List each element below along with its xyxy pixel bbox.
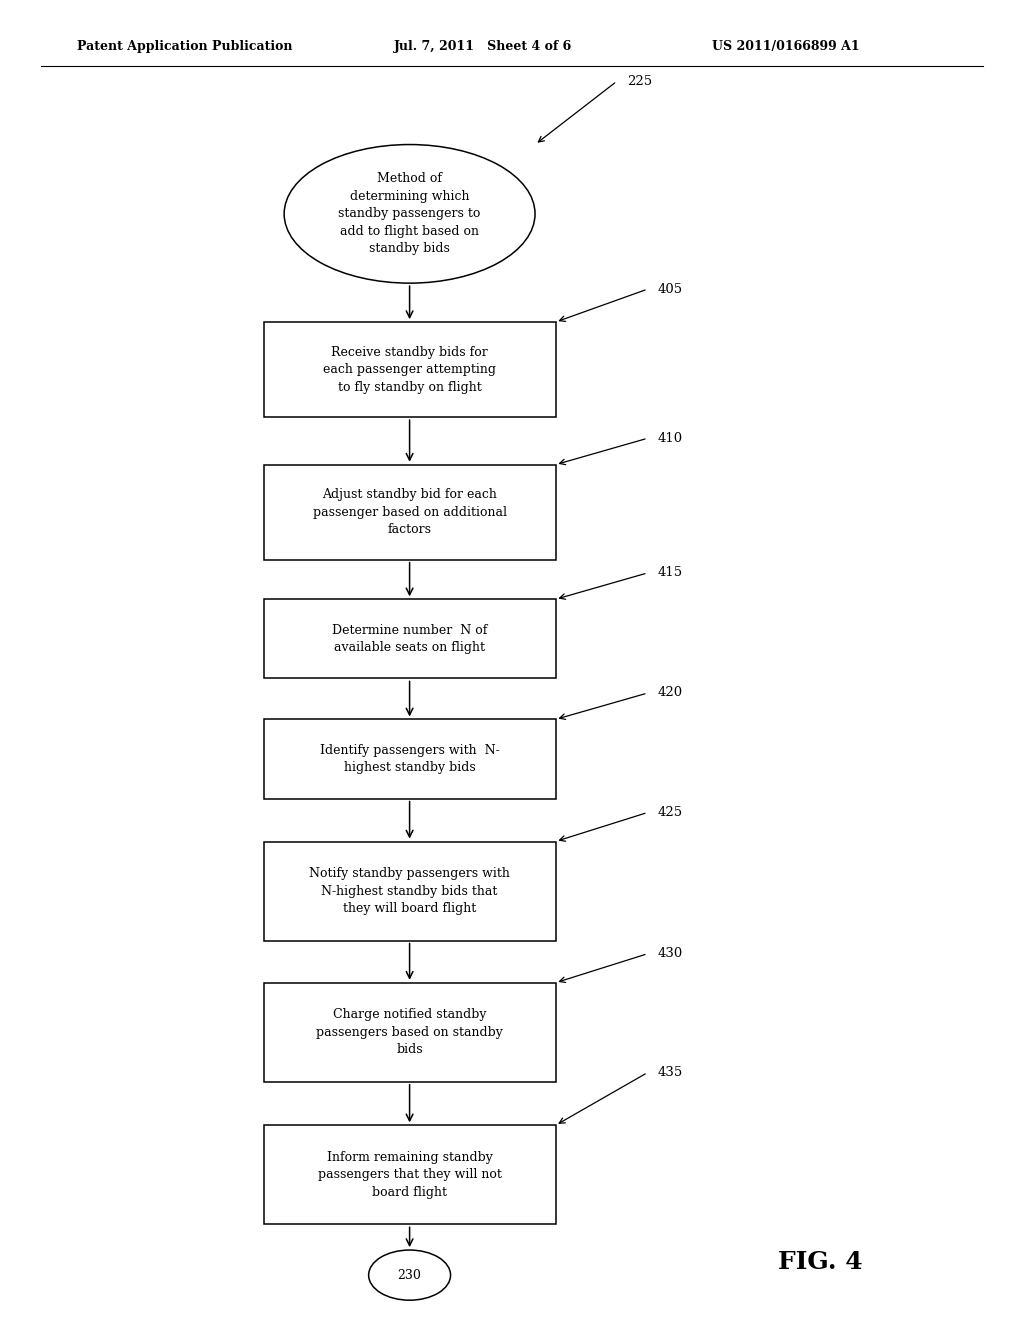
- Text: Identify passengers with  N-
highest standby bids: Identify passengers with N- highest stan…: [319, 743, 500, 775]
- Bar: [264, 842, 555, 940]
- Text: Inform remaining standby
passengers that they will not
board flight: Inform remaining standby passengers that…: [317, 1151, 502, 1199]
- Text: Adjust standby bid for each
passenger based on additional
factors: Adjust standby bid for each passenger ba…: [312, 488, 507, 536]
- Text: 405: 405: [657, 282, 683, 296]
- Bar: [264, 322, 555, 417]
- Bar: [264, 599, 555, 678]
- Bar: [264, 1125, 555, 1225]
- Text: Determine number  N of
available seats on flight: Determine number N of available seats on…: [332, 623, 487, 655]
- Text: 425: 425: [657, 807, 683, 818]
- Text: Notify standby passengers with
N-highest standby bids that
they will board fligh: Notify standby passengers with N-highest…: [309, 867, 510, 915]
- Bar: [264, 982, 555, 1082]
- Text: 415: 415: [657, 566, 683, 579]
- Ellipse shape: [285, 145, 535, 284]
- Text: Patent Application Publication: Patent Application Publication: [77, 40, 292, 53]
- Text: FIG. 4: FIG. 4: [778, 1250, 863, 1274]
- Text: 435: 435: [657, 1067, 683, 1078]
- Text: 230: 230: [397, 1269, 422, 1282]
- Text: 410: 410: [657, 432, 683, 445]
- Text: Jul. 7, 2011   Sheet 4 of 6: Jul. 7, 2011 Sheet 4 of 6: [394, 40, 572, 53]
- Ellipse shape: [369, 1250, 451, 1300]
- Text: 430: 430: [657, 948, 683, 960]
- Text: 225: 225: [627, 75, 652, 87]
- Text: Charge notified standby
passengers based on standby
bids: Charge notified standby passengers based…: [316, 1008, 503, 1056]
- Text: US 2011/0166899 A1: US 2011/0166899 A1: [712, 40, 859, 53]
- Text: Method of
determining which
standby passengers to
add to flight based on
standby: Method of determining which standby pass…: [338, 173, 481, 255]
- Text: Receive standby bids for
each passenger attempting
to fly standby on flight: Receive standby bids for each passenger …: [324, 346, 496, 393]
- Bar: [264, 465, 555, 560]
- Bar: [264, 719, 555, 799]
- Text: 420: 420: [657, 686, 683, 700]
